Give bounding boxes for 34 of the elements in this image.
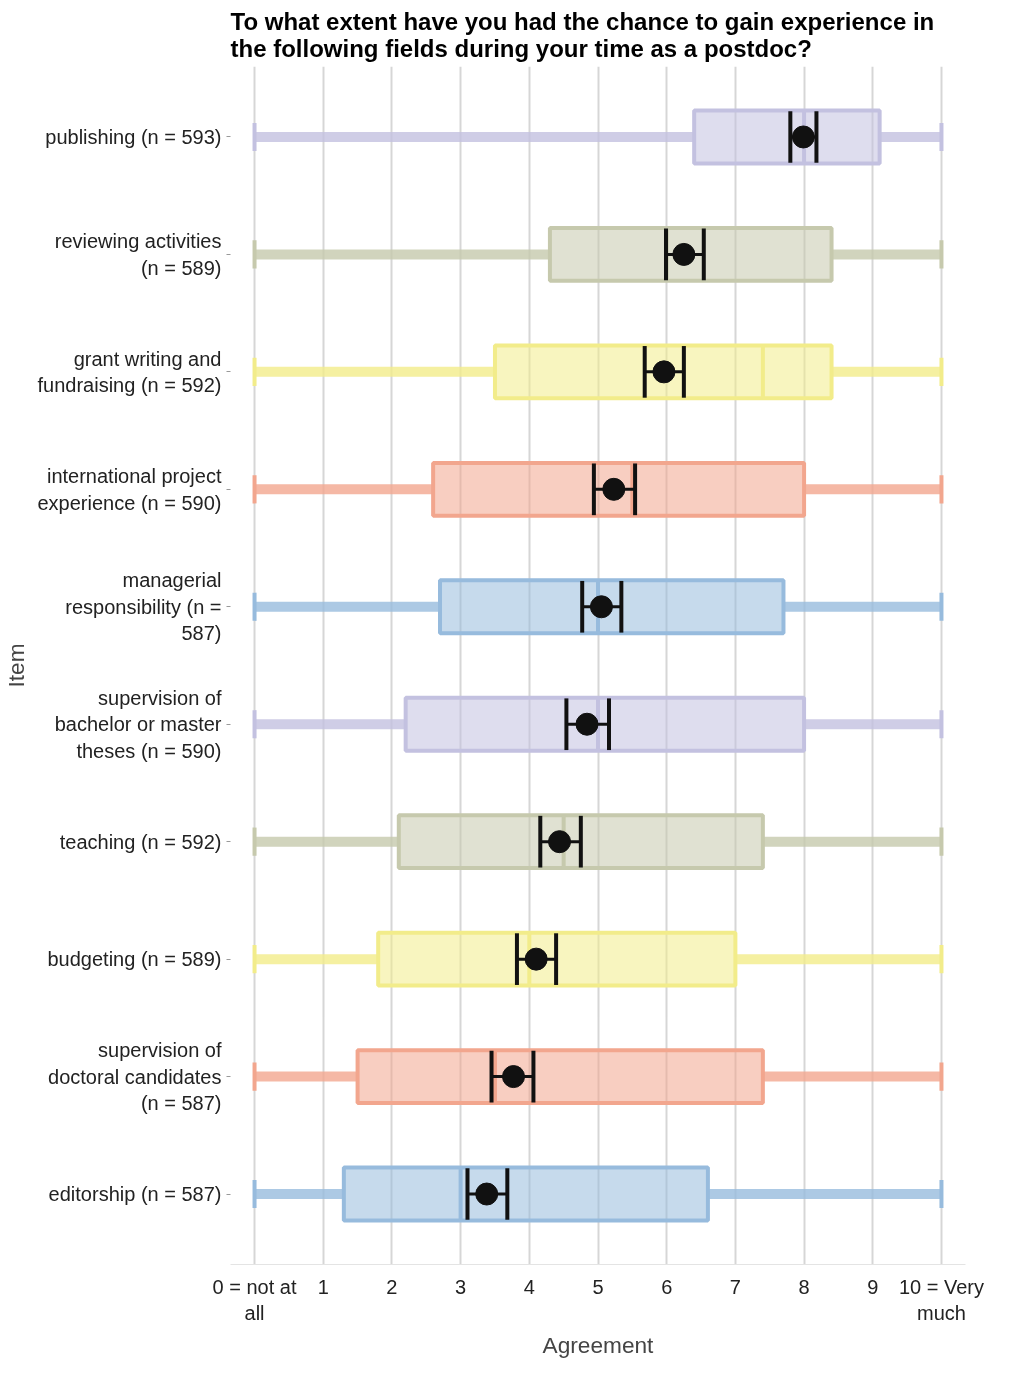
x-tick-label: 6 (661, 1275, 673, 1298)
y-tick-label: supervision of bachelor or master theses (n = 590) (54, 686, 222, 762)
y-tick-label: budgeting (n = 589) (47, 948, 222, 971)
point (589, 595, 613, 619)
x-tick-label: 10 = Very much (898, 1275, 984, 1324)
point (672, 242, 696, 266)
point (548, 830, 572, 854)
y-tick-label: editorship (n = 587) (48, 1183, 222, 1206)
y-tick-label: international project experience (n = 590) (37, 465, 222, 514)
x-tick-label: 8 (798, 1275, 810, 1298)
point (524, 947, 548, 971)
y-tick-label: grant writing and fundraising (n = 592) (37, 347, 222, 397)
chart-title: To what extent have you had the chance to gain experience in the following fields during your time as a postdoc? (230, 7, 935, 62)
x-tick-label: 3 (455, 1275, 467, 1298)
y-tick-label: teaching (n = 592) (59, 830, 222, 853)
y-tick-label: reviewing activities (n = 589) (54, 230, 222, 279)
x-tick-label: 5 (592, 1275, 604, 1298)
point (652, 360, 676, 384)
y-axis-title: Item (3, 643, 30, 688)
x-tick-label: 0 = not at all (212, 1275, 297, 1324)
point (502, 1065, 526, 1089)
point (791, 125, 815, 149)
point (475, 1182, 499, 1206)
x-axis-title: Agreement (542, 1331, 655, 1358)
y-tick-label: supervision of doctoral candidates (n = 587) (48, 1039, 222, 1114)
y-tick-label: publishing (n = 593) (45, 125, 222, 148)
y-tick-label: managerial responsibility (n = 587) (65, 569, 222, 645)
x-tick-label: 4 (523, 1275, 535, 1298)
x-tick-label: 9 (867, 1275, 879, 1298)
x-tick-label: 2 (386, 1275, 398, 1298)
x-tick-label: 1 (317, 1275, 329, 1298)
x-tick-label: 7 (729, 1275, 741, 1298)
point (602, 477, 626, 501)
point (575, 712, 599, 736)
